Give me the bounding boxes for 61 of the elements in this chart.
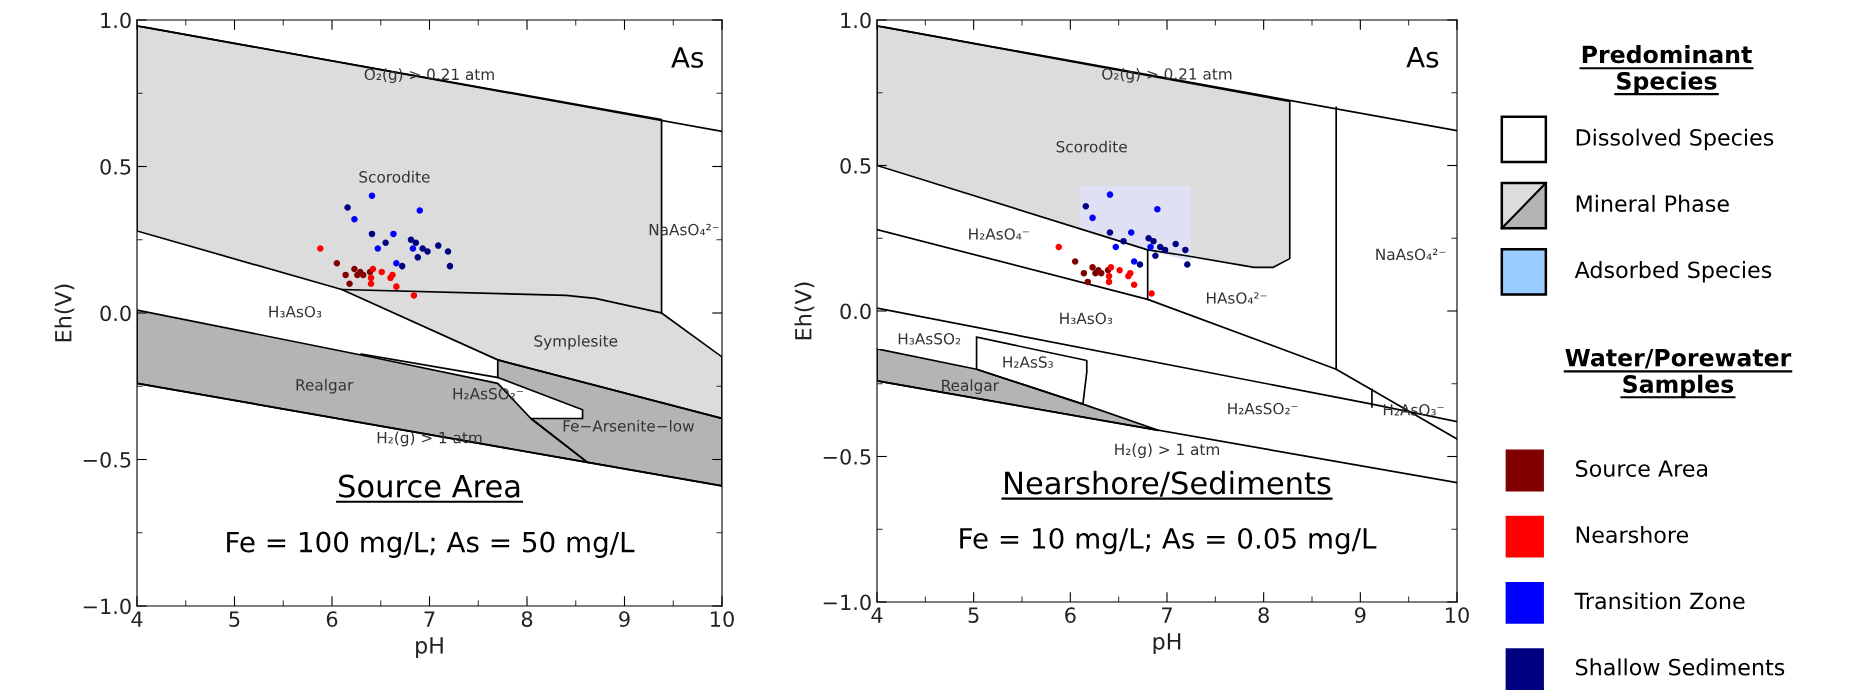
annotation: Symplesite [534, 334, 618, 350]
category-label: Mineral Phase [1576, 194, 1729, 213]
text: Water/Porewater Samples [1565, 348, 1792, 398]
y-tick-label: 1.0 [841, 12, 871, 29]
annotation: H₂AsO₄⁻ [969, 228, 1029, 240]
y-axis-title: Eh(V) [794, 282, 815, 340]
y-tick-label: 0.0 [840, 303, 871, 320]
x-tick-label: 4 [131, 611, 143, 627]
x-tick-label: 8 [521, 611, 533, 627]
annotation: Fe = 10 mg/L; As = 0.05 mg/L [960, 527, 1377, 555]
annotation: H₂AsSO₂⁻ [1228, 402, 1298, 415]
x-tick-label: 9 [1355, 607, 1366, 623]
y-tick-label: 0.5 [840, 157, 871, 174]
category-label: Adsorbed Species [1574, 261, 1772, 283]
annotation: Fe = 100 mg/L; As = 50 mg/L [227, 531, 635, 558]
annotation: As [671, 47, 704, 68]
x-axis-title: pH [416, 637, 443, 659]
y-tick-label: −1.0 [823, 594, 871, 611]
x-tick-label: 10 [1446, 607, 1469, 623]
text: Source Area [339, 474, 520, 498]
category-label: Dissolved Species [1576, 128, 1774, 151]
x-tick-label: 6 [326, 611, 338, 627]
annotation: Scorodite [359, 170, 430, 183]
text: Nearshore/Sediments [1005, 470, 1331, 497]
annotation: O₂(g) > 0.21 atm [364, 68, 494, 84]
annotation: Realgar [942, 379, 999, 395]
annotation: Realgar [296, 378, 354, 394]
annotation: H₃AsSO₂ [898, 332, 961, 345]
x-tick-label: 10 [711, 611, 734, 627]
x-tick-label: 9 [619, 611, 630, 627]
annotation: Fe−Arsenite−low [563, 419, 694, 432]
y-tick-label: −0.5 [83, 451, 131, 468]
annotation: H₂(g) > 1 atm [1115, 443, 1219, 459]
y-tick-label: 0.0 [100, 305, 131, 322]
annotation: H₂AsS₃ [1003, 356, 1053, 368]
annotation: As [1406, 47, 1439, 68]
text: Predominant Species [1582, 45, 1752, 95]
y-tick-label: −1.0 [83, 598, 131, 615]
annotation: H₂(g) > 1 atm [377, 431, 482, 447]
x-tick-label: 5 [229, 611, 240, 627]
y-tick-label: 0.5 [100, 158, 131, 175]
category-label: Nearshore [1576, 525, 1689, 544]
y-tick-label: −0.5 [823, 448, 871, 465]
x-tick-label: 7 [424, 611, 435, 627]
annotation: Scorodite [1056, 140, 1127, 153]
category-label: Shallow Sediments [1576, 658, 1785, 676]
annotation: HAsO₄²⁻ [1206, 292, 1267, 304]
annotation: NaAsO₄²⁻ [1376, 248, 1446, 261]
y-axis-title: Eh(V) [54, 284, 75, 342]
x-tick-label: 4 [871, 607, 883, 623]
x-tick-label: 8 [1258, 607, 1269, 623]
y-tick-label: 1.0 [101, 12, 131, 29]
category-label: Source Area [1576, 460, 1708, 477]
x-axis-title: pH [1153, 633, 1181, 655]
x-tick-label: 5 [968, 607, 979, 623]
x-tick-label: 7 [1162, 607, 1172, 623]
category-label: Transition Zone [1574, 592, 1745, 610]
annotation: O₂(g) > 0.21 atm [1102, 67, 1232, 83]
annotation: H₃AsO₃ [1060, 312, 1113, 325]
x-tick-label: 6 [1065, 607, 1076, 623]
annotation: H₃AsO₃ [269, 305, 322, 318]
